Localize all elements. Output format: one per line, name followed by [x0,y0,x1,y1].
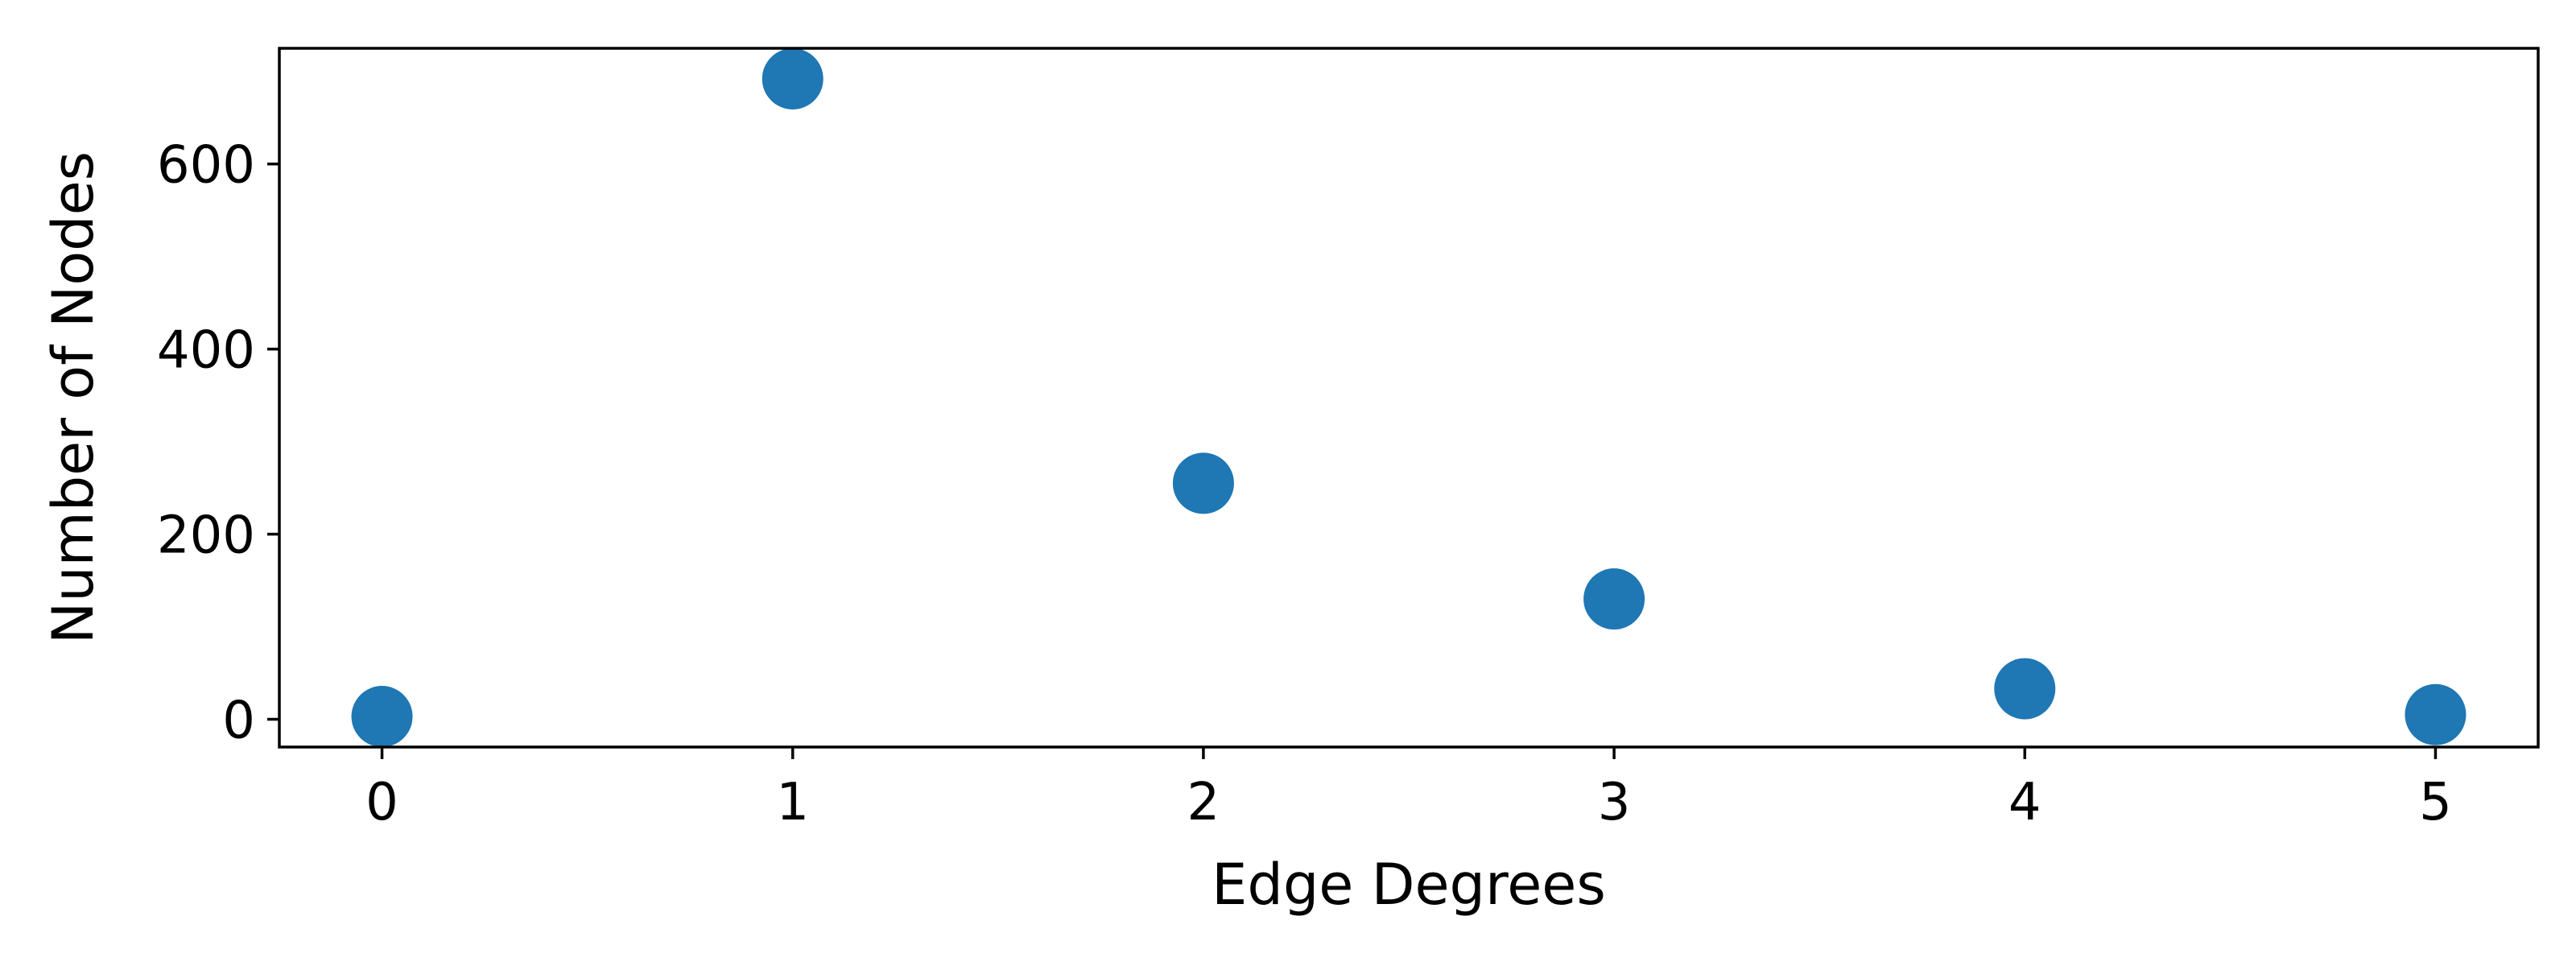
data-point [1583,568,1645,630]
y-tick-label: 400 [157,321,255,381]
x-tick-label: 0 [365,773,398,832]
y-axis: 0 200 400 600 [157,136,279,751]
x-tick-label: 4 [2008,773,2041,832]
data-point [1994,658,2056,720]
data-point [762,47,824,109]
data-point [351,686,413,748]
x-tick-label: 2 [1187,773,1220,832]
plot-marks [351,47,2467,748]
y-tick-label: 200 [157,506,255,566]
data-point [2405,683,2467,745]
y-tick-label: 600 [157,136,255,196]
y-axis-label: Number of Nodes [40,151,106,644]
x-tick-label: 3 [1598,773,1631,832]
x-tick-label: 5 [2419,773,2452,832]
x-tick-label: 1 [776,773,809,832]
data-point [1172,452,1234,514]
x-axis-label: Edge Degrees [1212,852,1606,918]
plot-frame [278,47,2540,749]
y-tick-label: 0 [222,691,255,751]
x-axis: 0 1 2 3 4 5 [365,747,2452,832]
